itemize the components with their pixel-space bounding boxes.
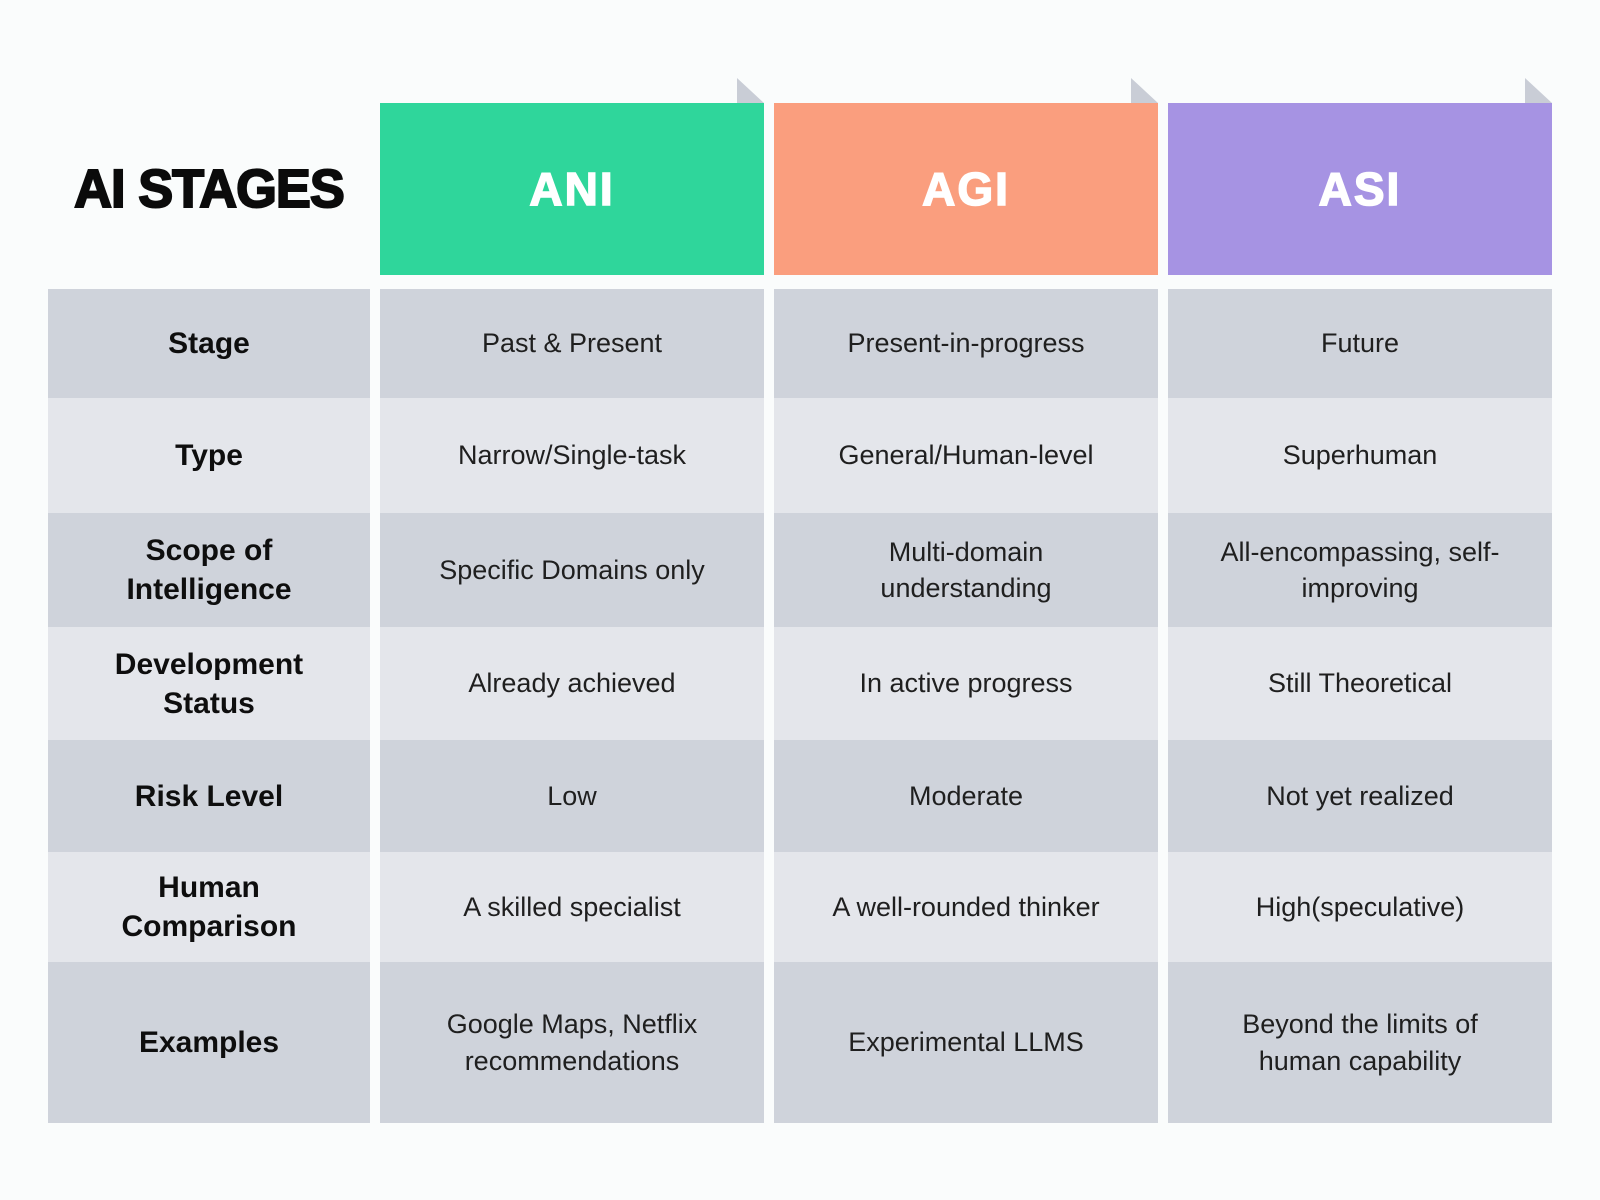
- column-header-ani: ANI: [380, 78, 764, 275]
- table-cell: Low: [380, 740, 764, 852]
- fold-corner-icon: [1131, 78, 1158, 103]
- column-header-label: ANI: [529, 162, 615, 216]
- table-cell: A skilled specialist: [380, 852, 764, 962]
- table-cell: Multi-domain understanding: [774, 513, 1158, 627]
- table-cell: Narrow/Single-task: [380, 398, 764, 513]
- table-cell: Future: [1168, 289, 1552, 398]
- table-cell: All-encompassing, self-improving: [1168, 513, 1552, 627]
- column-header-label: AGI: [921, 162, 1010, 216]
- row-label: Stage: [48, 289, 370, 398]
- column-header-agi: AGI: [774, 78, 1158, 275]
- table-cell: Experimental LLMS: [774, 962, 1158, 1123]
- fold-corner-icon: [737, 78, 764, 103]
- table-row-risk-level: Risk Level Low Moderate Not yet realized: [48, 740, 1552, 852]
- table-cell: Moderate: [774, 740, 1158, 852]
- title-cell: AI STAGES: [48, 103, 370, 275]
- table-row-type: Type Narrow/Single-task General/Human-le…: [48, 398, 1552, 513]
- table-cell: A well-rounded thinker: [774, 852, 1158, 962]
- table-cell: Beyond the limits of human capability: [1168, 962, 1552, 1123]
- table-row-human-comparison: Human Comparison A skilled specialist A …: [48, 852, 1552, 962]
- table-body: Stage Past & Present Present-in-progress…: [48, 289, 1552, 1123]
- row-label: Examples: [48, 962, 370, 1123]
- row-label: Risk Level: [48, 740, 370, 852]
- table-cell: General/Human-level: [774, 398, 1158, 513]
- column-header-asi: ASI: [1168, 78, 1552, 275]
- page-title: AI STAGES: [73, 158, 346, 220]
- table-row-scope: Scope of Intelligence Specific Domains o…: [48, 513, 1552, 627]
- header-row: AI STAGES ANI AGI ASI: [48, 78, 1552, 275]
- row-label: Type: [48, 398, 370, 513]
- table-row-stage: Stage Past & Present Present-in-progress…: [48, 289, 1552, 398]
- row-label: Human Comparison: [48, 852, 370, 962]
- table-row-examples: Examples Google Maps, Netflix recommenda…: [48, 962, 1552, 1123]
- table-cell: Superhuman: [1168, 398, 1552, 513]
- column-header-label: ASI: [1318, 162, 1402, 216]
- row-label: Scope of Intelligence: [48, 513, 370, 627]
- table-cell: Specific Domains only: [380, 513, 764, 627]
- table-cell: Google Maps, Netflix recommendations: [380, 962, 764, 1123]
- fold-corner-icon: [1525, 78, 1552, 103]
- row-label: Development Status: [48, 627, 370, 740]
- table-cell: High(speculative): [1168, 852, 1552, 962]
- table-cell: In active progress: [774, 627, 1158, 740]
- table-cell: Not yet realized: [1168, 740, 1552, 852]
- table-cell: Already achieved: [380, 627, 764, 740]
- table-cell: Present-in-progress: [774, 289, 1158, 398]
- table-cell: Past & Present: [380, 289, 764, 398]
- comparison-table: AI STAGES ANI AGI ASI Stage Past & Prese…: [48, 0, 1552, 1123]
- table-cell: Still Theoretical: [1168, 627, 1552, 740]
- table-row-development-status: Development Status Already achieved In a…: [48, 627, 1552, 740]
